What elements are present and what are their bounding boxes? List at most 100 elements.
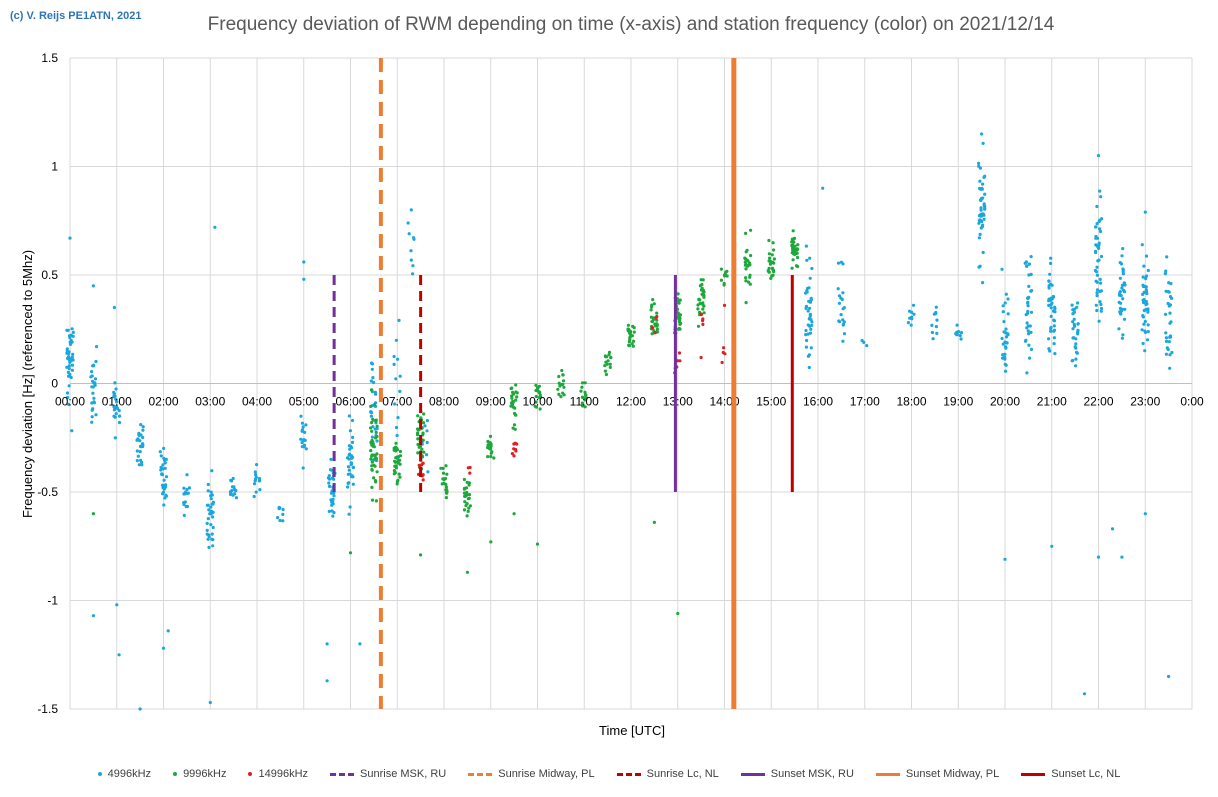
data-point: [139, 458, 143, 462]
data-point: [464, 486, 469, 490]
data-point: [533, 404, 537, 408]
data-point: [1070, 303, 1074, 307]
data-point: [1144, 277, 1148, 281]
data-point: [650, 320, 654, 324]
data-point: [699, 312, 703, 316]
data-point: [409, 208, 413, 212]
data-point: [301, 425, 305, 429]
data-point: [412, 236, 416, 240]
data-point: [1029, 330, 1033, 334]
data-point: [445, 472, 449, 476]
data-point: [719, 278, 724, 282]
data-point: [350, 440, 355, 444]
data-point: [135, 459, 139, 463]
data-point: [394, 338, 398, 342]
legend-label: 4996kHz: [107, 768, 152, 780]
data-point: [332, 494, 336, 498]
data-point: [534, 394, 538, 399]
x-tick-label: 09:00: [476, 395, 506, 409]
data-point: [1052, 318, 1056, 322]
data-point: [583, 390, 587, 394]
data-point: [1141, 300, 1146, 305]
data-point: [1141, 292, 1145, 296]
data-point: [581, 404, 585, 408]
data-point: [375, 439, 379, 443]
data-point: [725, 269, 729, 273]
data-point: [1025, 321, 1029, 325]
data-point: [91, 614, 95, 618]
data-point: [977, 236, 982, 240]
data-point: [370, 429, 374, 433]
data-point: [679, 321, 683, 325]
data-point: [630, 342, 634, 346]
data-point: [112, 414, 116, 418]
x-tick-label: 23:00: [1130, 395, 1160, 409]
x-tick-label: 10:00: [522, 395, 552, 409]
data-point: [1001, 356, 1005, 360]
data-point: [1004, 292, 1008, 296]
data-point: [373, 427, 377, 431]
data-point: [370, 362, 375, 366]
data-point: [441, 477, 445, 481]
data-point: [1163, 272, 1167, 276]
data-point: [1123, 283, 1127, 287]
data-point: [115, 400, 119, 404]
data-point: [369, 440, 373, 445]
data-point: [842, 332, 847, 336]
data-point: [1049, 306, 1053, 310]
data-point: [534, 383, 538, 387]
data-point: [628, 332, 632, 336]
data-point: [1003, 341, 1008, 345]
data-point: [257, 476, 262, 481]
data-point: [1049, 329, 1053, 333]
data-point: [744, 250, 748, 254]
data-point: [370, 498, 375, 502]
data-point: [981, 182, 985, 186]
data-point: [349, 444, 353, 449]
data-point: [1026, 311, 1030, 315]
data-point: [1097, 219, 1101, 223]
data-point: [463, 500, 467, 504]
data-point: [651, 298, 655, 302]
data-point: [790, 266, 794, 270]
legend-marker: [97, 772, 102, 776]
data-point: [1098, 229, 1103, 234]
data-point: [398, 374, 402, 378]
data-point: [373, 454, 377, 458]
x-tick-label: 18:00: [896, 395, 926, 409]
data-point: [749, 228, 753, 232]
data-point: [745, 258, 750, 262]
data-point: [722, 273, 727, 277]
data-point: [934, 305, 938, 309]
data-point: [1071, 320, 1075, 324]
legend-item: 4996kHz: [97, 768, 152, 780]
data-point: [186, 491, 190, 495]
data-point: [206, 517, 210, 521]
chart-title: Frequency deviation of RWM depending on …: [207, 14, 1055, 35]
data-point: [1143, 330, 1148, 334]
data-point: [1074, 346, 1078, 350]
data-point: [837, 319, 841, 323]
data-point: [981, 223, 985, 227]
data-point: [206, 537, 210, 541]
data-point: [795, 251, 799, 255]
data-point: [804, 304, 809, 309]
data-point: [66, 370, 70, 374]
data-point: [1144, 274, 1149, 278]
grid-layer: [69, 57, 1193, 710]
data-point: [302, 445, 306, 449]
data-point: [696, 324, 701, 328]
x-tick-label: 03:00: [195, 395, 225, 409]
data-point: [980, 132, 984, 136]
data-point: [655, 311, 659, 315]
data-point: [205, 532, 209, 536]
data-point: [603, 369, 608, 373]
data-point: [804, 333, 808, 337]
y-tick-label: -0.5: [37, 485, 58, 499]
data-point: [1076, 301, 1080, 305]
data-point: [744, 301, 748, 305]
data-point: [792, 252, 796, 256]
data-point: [444, 485, 448, 489]
data-point: [164, 493, 168, 497]
x-tick-label: 04:00: [242, 395, 272, 409]
